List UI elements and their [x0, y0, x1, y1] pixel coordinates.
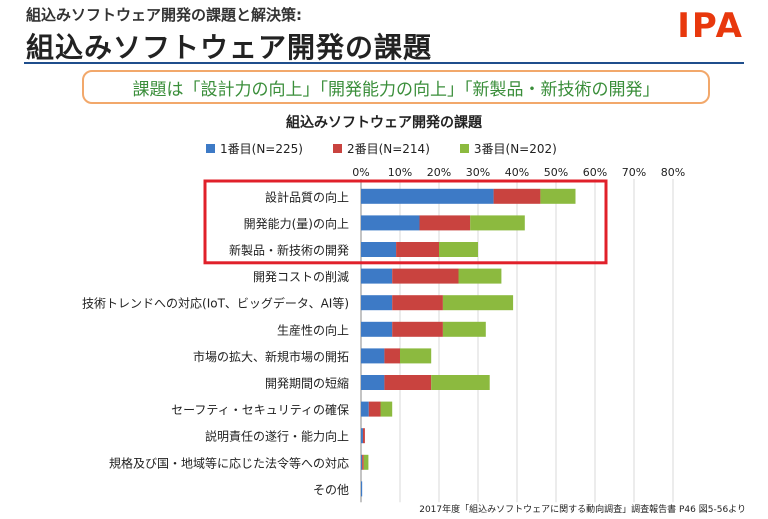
bar-s1-c10 — [361, 454, 363, 470]
title-divider — [24, 62, 744, 64]
highlight-box — [203, 179, 608, 265]
bar-s1-c9 — [361, 428, 363, 444]
bar-s3-c5 — [442, 321, 486, 337]
x-tick-label-6: 60% — [583, 166, 607, 179]
legend-item-1: 1番目(N=225) — [206, 140, 303, 157]
bar-s3-c7 — [431, 375, 490, 390]
chart-legend: 1番目(N=225) 2番目(N=214) 3番目(N=202) — [206, 140, 557, 157]
bar-s3-c0 — [540, 188, 576, 204]
legend-item-2: 2番目(N=214) — [332, 140, 430, 157]
category-label-2: 新製品・新技術の開発 — [229, 243, 349, 258]
slide-subtitle: 組込みソフトウェア開発の課題と解決策: — [26, 6, 303, 24]
bar-s1-c8 — [361, 401, 369, 417]
bar-s1-c7 — [361, 375, 385, 390]
bar-s2-c5 — [392, 321, 443, 337]
x-tick-label-1: 10% — [388, 166, 412, 179]
bar-s2-c1 — [419, 215, 471, 231]
category-label-0: 設計品質の向上 — [265, 189, 349, 204]
bar-s1-c3 — [361, 268, 393, 284]
bar-s2-c0 — [493, 188, 541, 204]
bar-s2-c7 — [384, 375, 432, 390]
bar-s2-c3 — [392, 268, 459, 284]
chart-title: 組込みソフトウェア開発の課題 — [286, 115, 482, 131]
x-tick-label-2: 20% — [427, 166, 451, 179]
bar-s2-c10 — [362, 454, 364, 470]
bar-s2-c6 — [384, 348, 400, 364]
category-label-3: 開発コストの削減 — [253, 269, 349, 284]
legend-swatch-2 — [332, 144, 342, 153]
category-label-4: 技術トレンドへの対応(IoT、ビッグデータ、AI等) — [82, 296, 349, 311]
legend-item-3: 3番目(N=202) — [459, 140, 557, 157]
category-label-7: 開発期間の短縮 — [265, 376, 349, 391]
ipa-logo: IPA — [677, 6, 744, 46]
key-message-callout: 課題は「設計力の向上」「開発能力の向上」「新製品・新技術の開発」 — [82, 70, 710, 104]
bar-s3-c6 — [400, 348, 432, 364]
bar-s3-c2 — [439, 242, 478, 257]
category-label-10: 規格及び国・地域等に応じた法令等への対応 — [109, 455, 349, 470]
category-label-8: セーフティ・セキュリティの確保 — [171, 402, 349, 417]
legend-swatch-1 — [206, 144, 215, 153]
x-tick-label-4: 40% — [505, 166, 529, 179]
category-label-9: 説明責任の遂行・能力向上 — [205, 429, 349, 444]
legend-label-1: 1番目(N=225) — [220, 142, 303, 156]
bar-s2-c2 — [396, 242, 439, 257]
x-tick-label-3: 30% — [466, 166, 490, 179]
bar-s1-c11 — [361, 481, 363, 497]
x-tick-label-7: 70% — [622, 166, 646, 179]
legend-label-3: 3番目(N=202) — [473, 142, 557, 156]
bar-s1-c5 — [361, 321, 393, 337]
category-label-1: 開発能力(量)の向上 — [244, 216, 349, 231]
category-label-5: 生産性の向上 — [277, 322, 349, 337]
bar-s3-c8 — [380, 401, 393, 417]
bar-s3-c10 — [363, 454, 369, 470]
x-tick-label-8: 80% — [661, 166, 685, 179]
bar-s1-c4 — [361, 295, 393, 311]
bar-s3-c1 — [470, 215, 525, 231]
key-message-text: 課題は「設計力の向上」「開発能力の向上」「新製品・新技術の開発」 — [132, 79, 660, 100]
category-label-6: 市場の拡大、新規市場の開拓 — [193, 349, 349, 364]
source-note: 2017年度「組込みソフトウェアに関する動向調査」調査報告書 P46 図5-56… — [419, 505, 746, 515]
slide-title: 組込みソフトウェア開発の課題 — [26, 31, 433, 64]
bar-s2-c4 — [392, 295, 443, 311]
bar-s1-c1 — [361, 215, 420, 231]
bar-s3-c4 — [442, 295, 514, 311]
bar-s2-c8 — [368, 401, 381, 417]
bar-s1-c0 — [361, 188, 494, 204]
legend-swatch-3 — [459, 144, 469, 153]
bar-s2-c9 — [362, 428, 365, 444]
legend-label-2: 2番目(N=214) — [346, 142, 430, 156]
x-tick-label-5: 50% — [544, 166, 568, 179]
category-label-11: その他 — [313, 483, 349, 497]
bar-s3-c3 — [458, 268, 502, 284]
bar-s1-c6 — [361, 348, 385, 364]
bar-s1-c2 — [361, 242, 397, 257]
x-tick-label-0: 0% — [352, 166, 369, 179]
